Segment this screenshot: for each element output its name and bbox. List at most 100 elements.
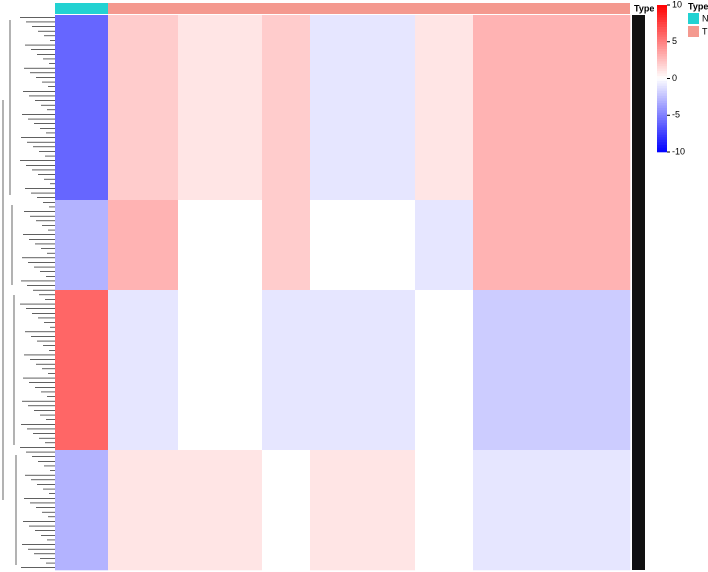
colorbar-segment xyxy=(657,98,667,101)
legend-label: N xyxy=(702,13,708,23)
heat-cell xyxy=(415,200,474,291)
colorbar-segment xyxy=(657,110,667,114)
colorbar-segment xyxy=(657,134,667,138)
colorbar-segment xyxy=(657,24,667,28)
colorbar-segment xyxy=(657,112,667,116)
heat-cell xyxy=(415,450,474,571)
colorbar-segment xyxy=(657,117,667,121)
colorbar-segment xyxy=(657,7,667,11)
colorbar-segment xyxy=(657,49,667,52)
heat-cell xyxy=(262,450,311,571)
colorbar-segment xyxy=(657,122,667,126)
colorbar-segment xyxy=(657,132,667,136)
colorbar-segment xyxy=(657,22,667,25)
heat-cell xyxy=(262,290,311,451)
colorbar-segment xyxy=(657,36,667,40)
colorbar-tick-label: 10 xyxy=(672,0,682,9)
heat-cell xyxy=(262,200,311,291)
colorbar-segment xyxy=(657,19,667,23)
heat-cell xyxy=(55,15,109,201)
colorbar-segment xyxy=(657,90,667,94)
heat-cell xyxy=(178,200,263,291)
colorbar-tick-label: 5 xyxy=(672,36,677,46)
colorbar-segment xyxy=(657,58,667,62)
heat-cell xyxy=(310,15,416,201)
colorbar-tick-label: -5 xyxy=(672,110,680,120)
colorbar-segment xyxy=(657,93,667,96)
colorbar-segment xyxy=(657,17,667,20)
colorbar-tick-label: -10 xyxy=(672,146,685,156)
colorbar-segment xyxy=(657,149,667,153)
colorbar-segment xyxy=(657,120,667,123)
colorbar-segment xyxy=(657,144,667,148)
heat-cell xyxy=(473,450,631,571)
colorbar-segment xyxy=(657,71,667,74)
annotation-cell xyxy=(473,3,630,14)
colorbar-segment xyxy=(657,127,667,131)
heat-cell xyxy=(108,200,179,291)
heat-cell xyxy=(310,200,416,291)
colorbar-segment xyxy=(657,83,667,87)
colorbar-segment xyxy=(657,66,667,69)
heat-cell xyxy=(178,450,263,571)
colorbar-segment xyxy=(657,115,667,118)
colorbar-segment xyxy=(657,95,667,99)
annotation-cell xyxy=(262,3,310,14)
heat-cell xyxy=(473,200,631,291)
heat-cell xyxy=(310,290,416,451)
colorbar-segment xyxy=(657,125,667,128)
colorbar-segment xyxy=(657,129,667,133)
colorbar-segment xyxy=(657,107,667,111)
annotation-cell xyxy=(108,3,178,14)
colorbar-segment xyxy=(657,147,667,150)
colorbar-segment xyxy=(657,139,667,143)
colorbar-segment xyxy=(657,31,667,35)
colorbar-segment xyxy=(657,44,667,47)
heat-cell xyxy=(473,15,631,201)
annotation-cell xyxy=(415,3,473,14)
colorbar-segment xyxy=(657,9,667,13)
annotation-title: Type xyxy=(634,3,654,13)
heat-cell xyxy=(178,290,263,451)
annotation-cell xyxy=(310,3,415,14)
annotation-cell xyxy=(55,3,108,14)
colorbar-segment xyxy=(657,51,667,55)
heat-cell xyxy=(415,290,474,451)
legend-key xyxy=(688,26,699,37)
heat-cell xyxy=(108,450,179,571)
colorbar-segment xyxy=(657,34,667,38)
row-dendrogram xyxy=(2,17,55,568)
colorbar-segment xyxy=(657,76,667,79)
heat-cell xyxy=(178,15,263,201)
colorbar-segment xyxy=(657,14,667,18)
colorbar-segment xyxy=(657,100,667,104)
colorbar-segment xyxy=(657,29,667,33)
heat-cell xyxy=(108,290,179,451)
colorbar-segment xyxy=(657,63,667,67)
colorbar-segment xyxy=(657,27,667,30)
colorbar-segment xyxy=(657,80,667,84)
colorbar-segment xyxy=(657,56,667,60)
colorbar-segment xyxy=(657,137,667,141)
legend-key xyxy=(688,13,699,24)
colorbar-segment xyxy=(657,105,667,109)
heat-cell xyxy=(473,290,631,451)
colorbar-segment xyxy=(657,54,667,57)
colorbar-segment xyxy=(657,68,667,72)
colorbar-segment xyxy=(657,41,667,45)
colorbar-segment xyxy=(657,73,667,77)
colorbar-segment xyxy=(657,61,667,65)
colorbar-segment xyxy=(657,5,667,8)
heat-cell xyxy=(262,15,311,201)
heat-cell xyxy=(310,450,416,571)
heat-cell xyxy=(55,450,109,571)
heat-cell xyxy=(415,15,474,201)
heat-cell xyxy=(108,15,179,201)
legend-label: T xyxy=(702,26,708,36)
row-labels xyxy=(632,15,645,570)
colorbar-segment xyxy=(657,78,667,82)
legend-title: Type xyxy=(688,1,708,11)
colorbar-segment xyxy=(657,88,667,92)
colorbar-segment xyxy=(657,85,667,89)
colorbar-segment xyxy=(657,39,667,43)
